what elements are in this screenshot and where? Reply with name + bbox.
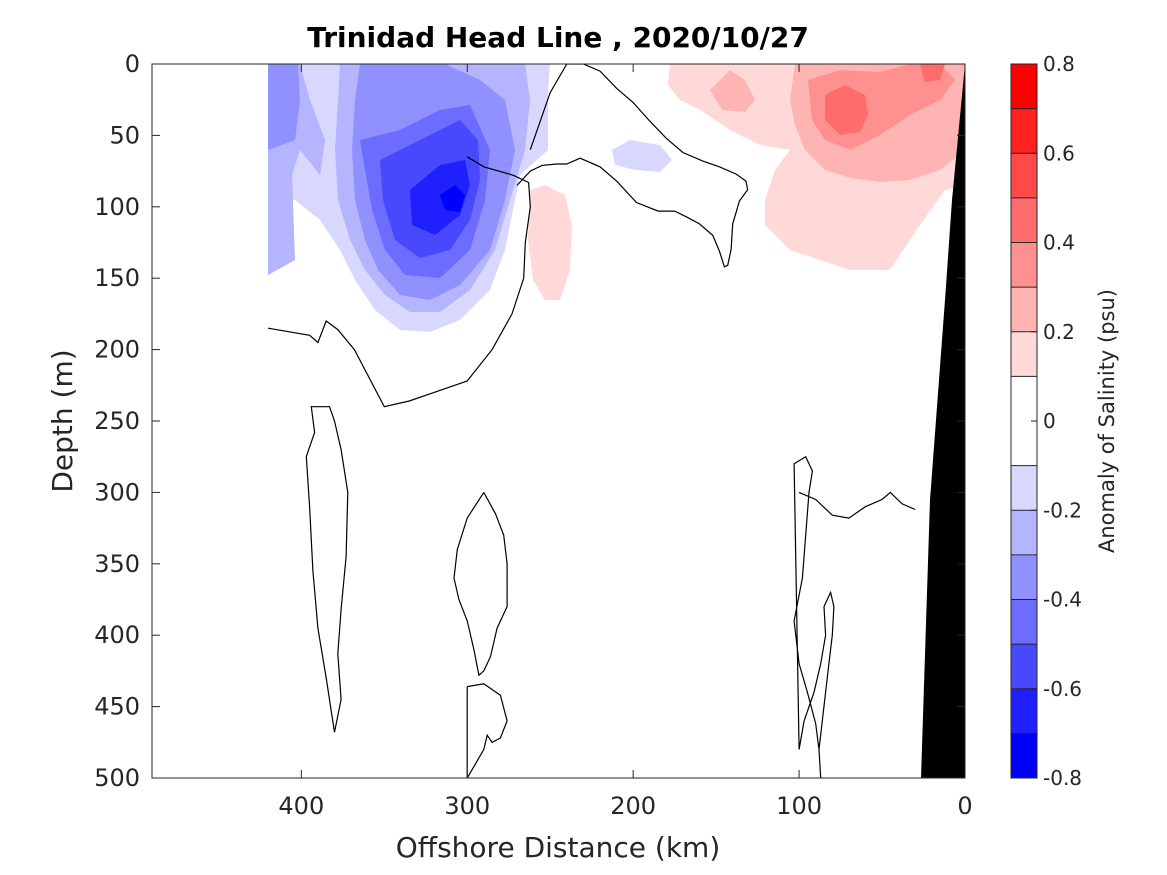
y-axis: 0 50 100 150 200 250 300 350 400 450 500 <box>94 50 965 792</box>
colorbar-band <box>1011 465 1037 511</box>
contour-level-0.4-small <box>920 64 945 82</box>
zero-contour <box>798 491 916 519</box>
y-tick-label: 300 <box>94 478 140 506</box>
zero-contour <box>466 683 508 778</box>
contour-level--0.6 <box>410 160 470 235</box>
salty-anomaly-region <box>528 64 965 300</box>
y-tick-label: 450 <box>94 693 140 721</box>
y-tick-label: 400 <box>94 621 140 649</box>
zero-contour <box>267 156 531 408</box>
colorbar-tick-label: -0.4 <box>1043 588 1082 612</box>
contour-level--0.2-small <box>612 140 672 172</box>
colorbar-band <box>1011 733 1037 778</box>
colorbar-tick-label: -0.6 <box>1043 677 1082 701</box>
colorbar-tick-label: 0.4 <box>1043 231 1075 255</box>
colorbar-tick-label: -0.2 <box>1043 498 1082 522</box>
y-tick-label: 250 <box>94 407 140 435</box>
y-tick-label: 500 <box>94 764 140 792</box>
zero-contour <box>305 406 349 733</box>
colorbar-band <box>1011 242 1037 288</box>
zero-contour <box>793 455 835 778</box>
colorbar-band <box>1011 688 1037 734</box>
x-tick-label: 400 <box>278 792 324 820</box>
zero-contour <box>453 492 508 677</box>
bottom-mask <box>921 64 965 778</box>
colorbar-band <box>1011 554 1037 600</box>
colorbar-band <box>1011 599 1037 645</box>
colorbar: 0.8 0.6 0.4 0.2 0 -0.2 -0.4 -0.6 -0.8 <box>1010 52 1082 790</box>
colorbar-label: Anomaly of Salinity (psu) <box>1095 289 1119 553</box>
x-tick-label: 100 <box>776 792 822 820</box>
y-tick-label: 350 <box>94 550 140 578</box>
colorbar-tick-label: 0.2 <box>1043 320 1075 344</box>
colorbar-tick-label: 0.6 <box>1043 141 1075 165</box>
colorbar-band <box>1011 510 1037 555</box>
x-tick-label: 0 <box>957 792 972 820</box>
chart-title: Trinidad Head Line , 2020/10/27 <box>307 21 809 54</box>
colorbar-tick-label: 0 <box>1043 409 1056 433</box>
colorbar-band <box>1011 197 1037 243</box>
zero-contour <box>516 64 749 268</box>
contour-level-0.2-small <box>710 70 755 112</box>
contour-level-0.1-small <box>528 185 572 300</box>
colorbar-band <box>1011 64 1037 109</box>
colorbar-tick-label: -0.8 <box>1043 766 1082 790</box>
contour-level-0.4 <box>825 85 868 135</box>
colorbar-band <box>1011 153 1037 198</box>
x-axis-label: Offshore Distance (km) <box>396 831 721 864</box>
contour-level--0.3 <box>268 64 300 150</box>
colorbar-band <box>1011 644 1037 689</box>
fresh-anomaly-region <box>268 64 672 332</box>
colorbar-band <box>1011 287 1037 332</box>
contour-level--0.7 <box>440 185 465 212</box>
x-axis: 400 300 200 100 0 <box>278 64 973 820</box>
contour-fields <box>267 64 965 778</box>
y-tick-label: 0 <box>125 50 140 78</box>
y-tick-label: 100 <box>94 193 140 221</box>
zero-contour-lines <box>267 64 916 778</box>
y-axis-label: Depth (m) <box>46 349 79 492</box>
y-tick-label: 50 <box>109 121 140 149</box>
y-tick-label: 200 <box>94 336 140 364</box>
y-tick-label: 150 <box>94 264 140 292</box>
x-tick-label: 300 <box>444 792 490 820</box>
colorbar-band <box>1011 331 1037 377</box>
colorbar-tick-label: 0.8 <box>1043 52 1075 76</box>
x-tick-label: 200 <box>610 792 656 820</box>
colorbar-band <box>1011 108 1037 154</box>
